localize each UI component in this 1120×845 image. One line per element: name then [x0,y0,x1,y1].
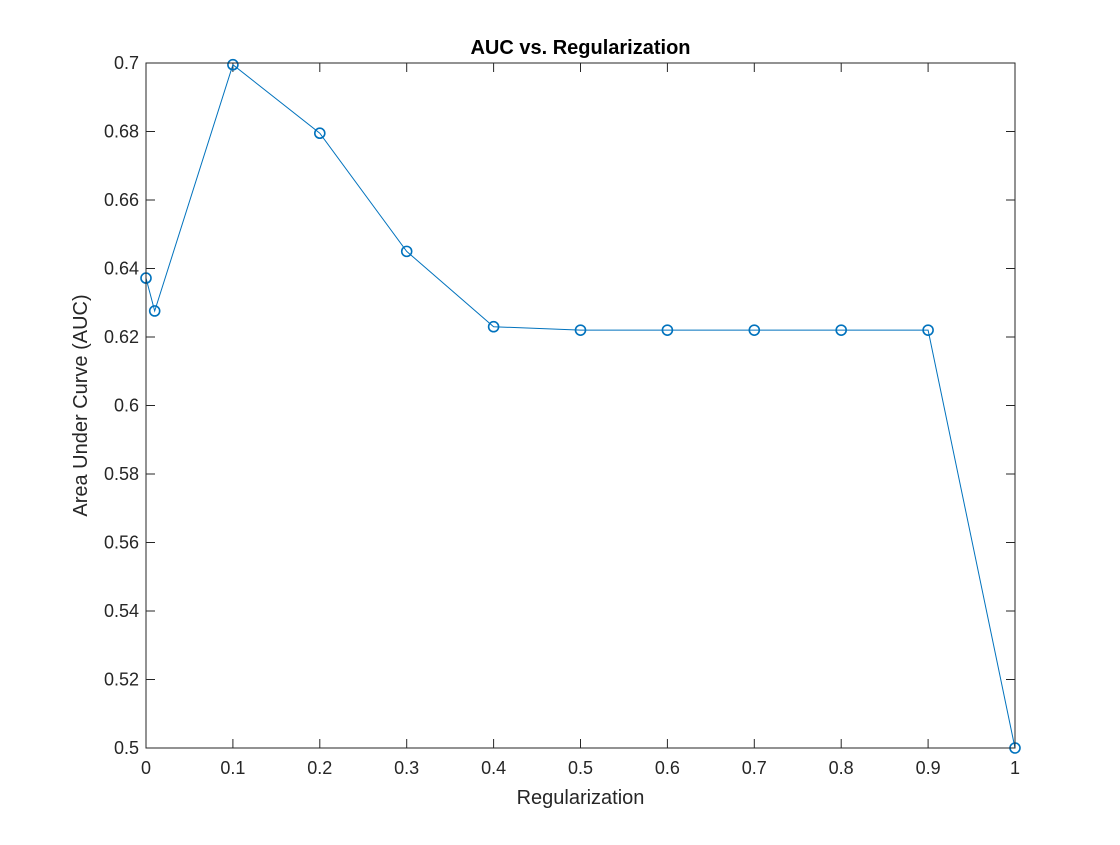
y-tick-label: 0.66 [104,190,139,210]
data-point-marker [661,324,674,336]
series-layer [140,58,1021,754]
plot-area-border [145,62,1016,749]
data-point-marker [748,324,761,336]
x-tick-label: 0.5 [568,758,593,778]
data-point-marker [487,320,500,333]
data-point-marker [227,58,239,71]
y-tick-label: 0.54 [104,601,139,621]
x-tick-label: 0.3 [394,758,419,778]
x-tick-label: 0.8 [829,758,854,778]
y-axis-label: Area Under Curve (AUC) [70,294,92,516]
x-tick-label: 0 [141,758,151,778]
data-point-marker [922,324,934,336]
y-tick-label: 0.56 [104,533,139,553]
chart-title: AUC vs. Regularization [470,37,690,59]
y-tick-label: 0.68 [104,122,139,142]
series-line [145,63,1016,749]
x-axis-ticks: 0 0.1 0.2 0.3 0.4 0.5 0.6 0.7 0.8 0.9 1 [141,63,1020,778]
x-tick-label: 0.9 [916,758,941,778]
plot-area-background [146,63,1015,748]
data-point-marker [148,305,161,317]
x-axis-label: Regularization [517,787,645,809]
y-tick-label: 0.62 [104,327,139,347]
x-tick-label: 1 [1010,758,1020,778]
y-tick-label: 0.5 [114,738,139,758]
data-point-marker [835,324,848,336]
data-point-marker [313,127,326,140]
y-tick-label: 0.52 [104,670,139,690]
x-tick-label: 0.1 [220,758,245,778]
data-point-marker [574,324,587,336]
x-tick-label: 0.2 [307,758,332,778]
y-tick-label: 0.6 [114,396,139,416]
x-tick-label: 0.6 [655,758,680,778]
y-tick-label: 0.58 [104,464,139,484]
x-tick-label: 0.4 [481,758,506,778]
y-tick-label: 0.64 [104,259,139,279]
y-tick-label: 0.7 [114,53,139,73]
x-tick-label: 0.7 [742,758,767,778]
data-point-marker [400,245,413,258]
